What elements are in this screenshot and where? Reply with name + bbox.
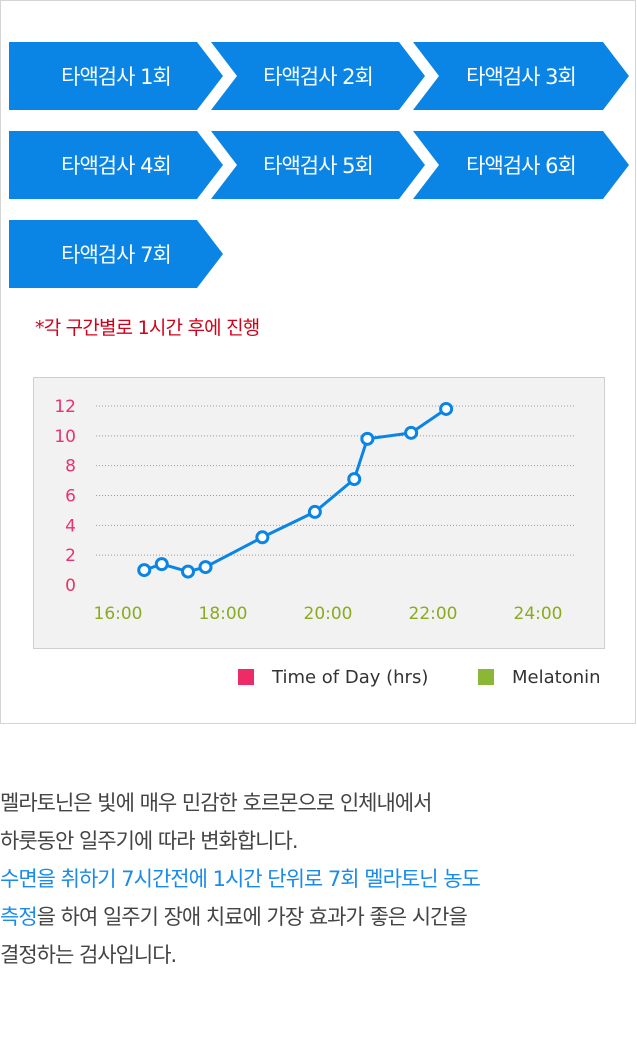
- description-highlight: 수면을 취하기 7시간전에 1시간 단위로 7회 멜라토닌 농도: [0, 867, 481, 891]
- data-point: [307, 504, 322, 519]
- y-tick-label: 10: [54, 427, 76, 447]
- step-label: 타액검사 7회: [61, 243, 172, 267]
- step-5[interactable]: 타액검사 5회: [211, 131, 425, 199]
- y-tick-label: 2: [65, 546, 76, 566]
- description-line: 멜라토닌은 빛에 매우 민감한 호르몬으로 인체내에서: [0, 791, 432, 815]
- legend-label-melatonin: Melatonin: [512, 666, 601, 688]
- schedule-note: *각 구간별로 1시간 후에 진행: [35, 317, 260, 339]
- data-point: [154, 557, 169, 572]
- data-point: [439, 401, 454, 416]
- test-schedule-panel: 타액검사 1회 타액검사 2회 타액검사 3회 타액검사 4회 타액검사 5회 …: [0, 0, 636, 724]
- data-point: [347, 472, 362, 487]
- step-label: 타액검사 3회: [466, 65, 577, 89]
- y-tick-label: 6: [65, 487, 76, 507]
- step-6[interactable]: 타액검사 6회: [413, 131, 629, 199]
- y-tick-label: 12: [54, 397, 76, 417]
- step-2[interactable]: 타액검사 2회: [211, 42, 425, 110]
- data-point: [198, 560, 213, 575]
- data-point: [181, 564, 195, 579]
- step-3[interactable]: 타액검사 3회: [413, 42, 629, 110]
- step-1[interactable]: 타액검사 1회: [9, 42, 223, 110]
- step-7[interactable]: 타액검사 7회: [9, 220, 223, 288]
- x-tick-label: 20:00: [304, 604, 353, 624]
- legend-label-time: Time of Day (hrs): [272, 666, 429, 688]
- data-point: [255, 530, 270, 545]
- y-tick-label: 8: [65, 457, 76, 477]
- x-tick-label: 24:00: [514, 604, 563, 624]
- step-label: 타액검사 2회: [263, 65, 374, 89]
- y-tick-label: 0: [65, 576, 76, 596]
- legend-item-time: Time of Day (hrs): [238, 665, 428, 689]
- description-line: 하룻동안 일주기에 따라 변화합니다.: [0, 829, 299, 853]
- step-label: 타액검사 6회: [466, 154, 577, 178]
- description-text: 을 하여 일주기 장애 치료에 가장 효과가 좋은 시간을: [36, 905, 468, 929]
- legend-item-melatonin: Melatonin: [478, 665, 601, 689]
- data-point: [360, 431, 375, 446]
- data-point: [137, 563, 152, 578]
- step-label: 타액검사 4회: [61, 154, 172, 178]
- description-line: 측정을 하여 일주기 장애 치료에 가장 효과가 좋은 시간을: [0, 898, 637, 936]
- step-label: 타액검사 5회: [263, 154, 374, 178]
- description-line: 결정하는 검사입니다.: [0, 943, 177, 967]
- series-line: [143, 407, 447, 574]
- x-tick-label: 18:00: [199, 604, 248, 624]
- melatonin-chart: 12 10 8 6 4 2 0 16:00 18:00 20:00 22:00 24:00: [33, 377, 605, 649]
- data-point: [404, 425, 419, 440]
- description-highlight: 측정: [0, 905, 38, 929]
- legend-swatch-time: [238, 669, 254, 685]
- step-label: 타액검사 1회: [61, 65, 172, 89]
- y-tick-label: 4: [65, 516, 76, 536]
- step-4[interactable]: 타액검사 4회: [9, 131, 223, 199]
- x-tick-label: 16:00: [94, 604, 143, 624]
- description: 멜라토닌은 빛에 매우 민감한 호르몬으로 인체내에서 하룻동안 일주기에 따라…: [0, 784, 637, 974]
- legend-swatch-melatonin: [478, 669, 494, 685]
- chart-svg: 12 10 8 6 4 2 0 16:00 18:00 20:00 22:00 24:00: [54, 397, 574, 624]
- x-tick-label: 22:00: [409, 604, 458, 624]
